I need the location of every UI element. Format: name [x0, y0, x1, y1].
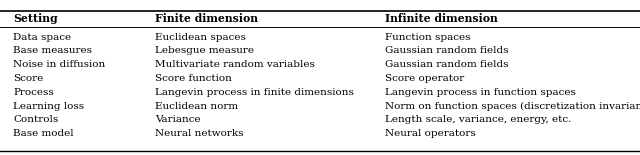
Text: Lebesgue measure: Lebesgue measure: [155, 46, 254, 55]
Text: Neural operators: Neural operators: [385, 129, 476, 138]
Text: Multivariate random variables: Multivariate random variables: [155, 60, 315, 69]
Text: Langevin process in function spaces: Langevin process in function spaces: [385, 88, 576, 97]
Text: Neural networks: Neural networks: [155, 129, 243, 138]
Text: Score operator: Score operator: [385, 74, 464, 83]
Text: Noise in diffusion: Noise in diffusion: [13, 60, 105, 69]
Text: Setting: Setting: [13, 13, 58, 24]
Text: Euclidean norm: Euclidean norm: [155, 102, 238, 111]
Text: Variance: Variance: [155, 115, 200, 124]
Text: Base model: Base model: [13, 129, 74, 138]
Text: Langevin process in finite dimensions: Langevin process in finite dimensions: [155, 88, 354, 97]
Text: Gaussian random fields: Gaussian random fields: [385, 60, 509, 69]
Text: Norm on function spaces (discretization invariant): Norm on function spaces (discretization …: [385, 101, 640, 111]
Text: Length scale, variance, energy, etc.: Length scale, variance, energy, etc.: [385, 115, 572, 124]
Text: Gaussian random fields: Gaussian random fields: [385, 46, 509, 55]
Text: Score: Score: [13, 74, 44, 83]
Text: Euclidean spaces: Euclidean spaces: [155, 33, 246, 42]
Text: Score function: Score function: [155, 74, 232, 83]
Text: Learning loss: Learning loss: [13, 102, 84, 111]
Text: Infinite dimension: Infinite dimension: [385, 13, 498, 24]
Text: Controls: Controls: [13, 115, 58, 124]
Text: Finite dimension: Finite dimension: [155, 13, 258, 24]
Text: Data space: Data space: [13, 33, 71, 42]
Text: Process: Process: [13, 88, 54, 97]
Text: Base measures: Base measures: [13, 46, 92, 55]
Text: Function spaces: Function spaces: [385, 33, 470, 42]
